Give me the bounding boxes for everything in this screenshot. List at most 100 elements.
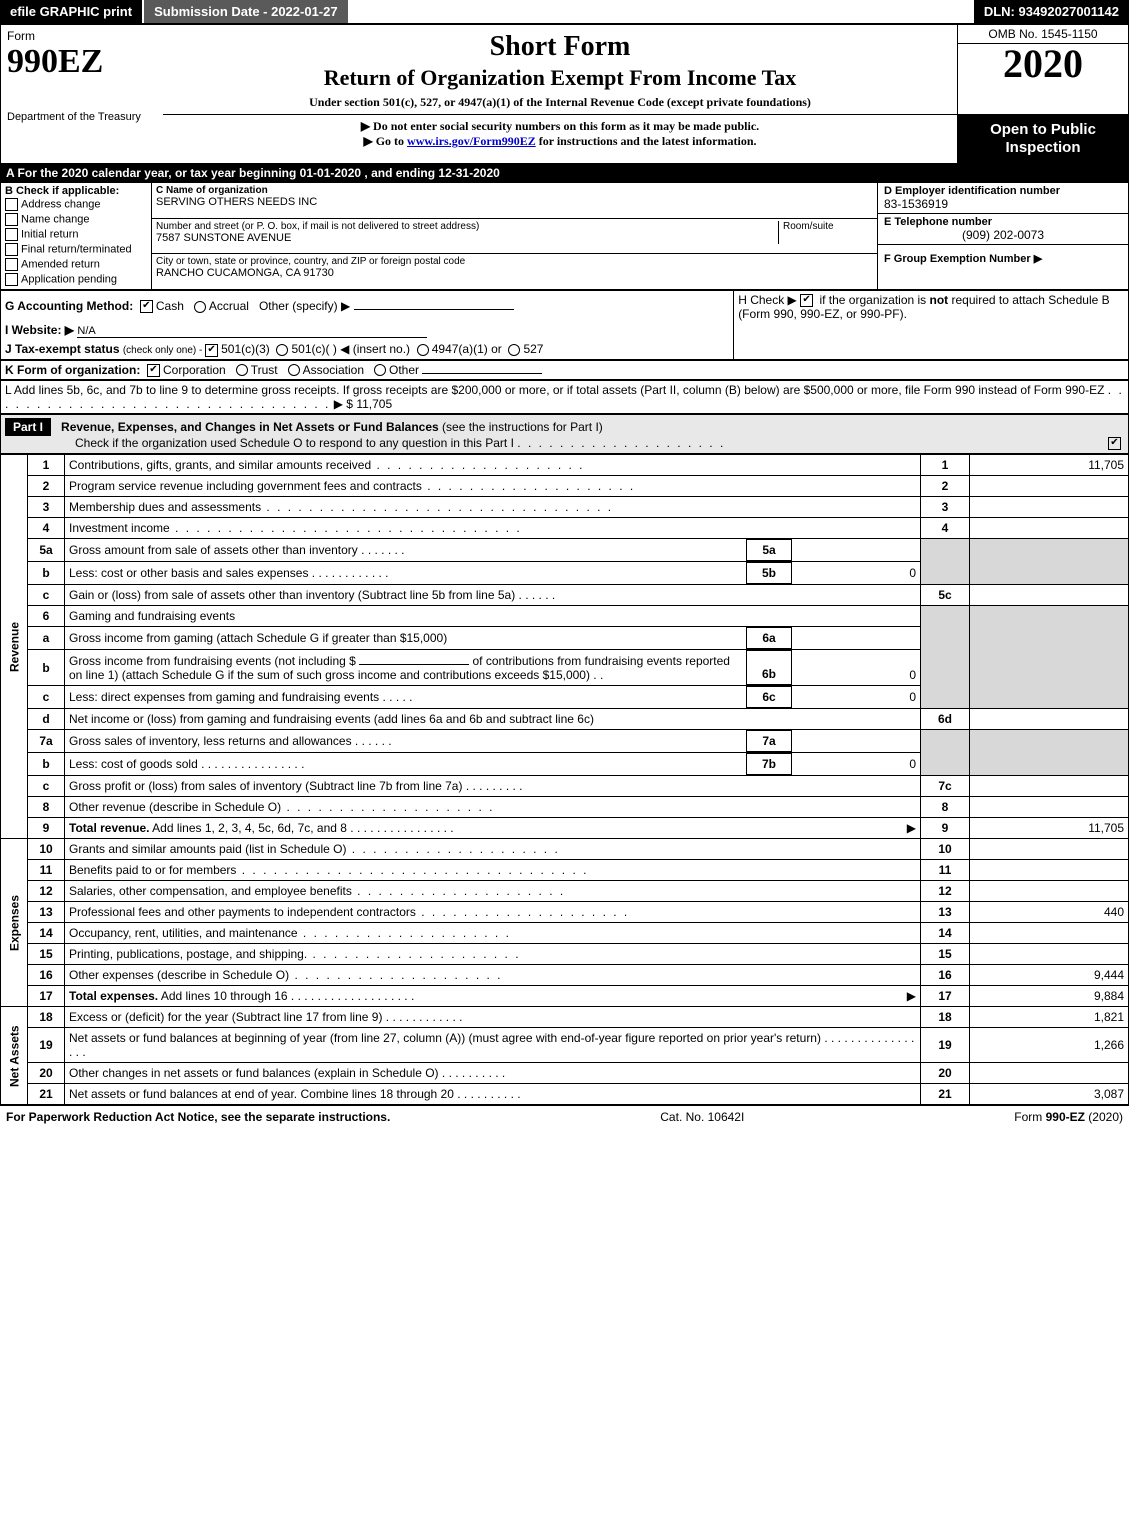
amt-1: 11,705 — [970, 455, 1129, 476]
line-7b: b Less: cost of goods sold . . . . . . .… — [1, 753, 1129, 776]
period-prefix: A For the 2020 calendar year, or tax yea… — [6, 166, 300, 180]
check-501c[interactable]: 501(c)( ) ◀ (insert no.) — [276, 342, 410, 356]
box-l-arrow: ▶ $ — [334, 397, 353, 411]
box-c-street: Number and street (or P. O. box, if mail… — [152, 218, 878, 254]
check-accrual[interactable]: Accrual — [194, 299, 249, 313]
period-begin: 01-01-2020 — [300, 166, 361, 180]
line-9: 9 Total revenue. Add lines 1, 2, 3, 4, 5… — [1, 818, 1129, 839]
amt-6c: 0 — [792, 687, 921, 708]
line-18: Net Assets 18 Excess or (deficit) for th… — [1, 1007, 1129, 1028]
tax-period-bar: A For the 2020 calendar year, or tax yea… — [0, 164, 1129, 182]
line-5a: 5a Gross amount from sale of assets othe… — [1, 539, 1129, 562]
line-4: 4 Investment income 4 — [1, 518, 1129, 539]
line-11: 11 Benefits paid to or for members 11 — [1, 860, 1129, 881]
amt-17: 9,884 — [970, 986, 1129, 1007]
form-revision: Form 990-EZ (2020) — [1014, 1110, 1123, 1124]
box-h-mid: if the organization is — [819, 293, 929, 307]
open-to-public: Open to Public Inspection — [958, 115, 1128, 163]
box-c-city-label: City or town, state or province, country… — [156, 256, 873, 267]
ein: 83-1536919 — [884, 197, 1122, 211]
period-mid: , and ending — [364, 166, 438, 180]
check-trust[interactable]: Trust — [236, 363, 278, 377]
box-def: D Employer identification number 83-1536… — [878, 183, 1129, 290]
submission-date-button[interactable]: Submission Date - 2022-01-27 — [144, 0, 350, 23]
period-end: 12-31-2020 — [438, 166, 499, 180]
line-16: 16 Other expenses (describe in Schedule … — [1, 965, 1129, 986]
check-schedule-b-not-required[interactable]: ✔ — [800, 294, 813, 307]
form-number: 990EZ — [7, 43, 157, 81]
form-header-table: Form 990EZ Department of the Treasury Sh… — [0, 24, 1129, 164]
amt-7a — [792, 731, 921, 752]
tax-year: 2020 — [958, 44, 1128, 84]
amt-8 — [970, 797, 1129, 818]
amt-13: 440 — [970, 902, 1129, 923]
goto-line: ▶ Go to www.irs.gov/Form990EZ for instru… — [169, 134, 951, 149]
amt-9: 11,705 — [970, 818, 1129, 839]
line-7c: c Gross profit or (loss) from sales of i… — [1, 776, 1129, 797]
expenses-sidebar: Expenses — [1, 839, 28, 1007]
part1-label: Part I — [5, 418, 51, 436]
line-8: 8 Other revenue (describe in Schedule O)… — [1, 797, 1129, 818]
amt-6a — [792, 628, 921, 649]
line-21: 21 Net assets or fund balances at end of… — [1, 1084, 1129, 1105]
accounting-other[interactable]: Other (specify) ▶ — [259, 299, 514, 313]
return-title: Return of Organization Exempt From Incom… — [169, 65, 951, 91]
box-c-street-label: Number and street (or P. O. box, if mail… — [156, 221, 778, 232]
line-13: 13 Professional fees and other payments … — [1, 902, 1129, 923]
amt-3 — [970, 497, 1129, 518]
line-17: 17 Total expenses. Add lines 10 through … — [1, 986, 1129, 1007]
line-10: Expenses 10 Grants and similar amounts p… — [1, 839, 1129, 860]
box-g: G Accounting Method: ✔Cash Accrual Other… — [1, 291, 734, 360]
check-other-org[interactable]: Other — [374, 363, 419, 377]
amt-5b: 0 — [792, 563, 921, 584]
street-address: 7587 SUNSTONE AVENUE — [156, 232, 778, 244]
amt-21: 3,087 — [970, 1084, 1129, 1105]
check-4947[interactable]: 4947(a)(1) or — [417, 342, 502, 356]
box-h-suffix2: (Form 990, 990-EZ, or 990-PF). — [738, 307, 907, 321]
website-value: N/A — [77, 325, 427, 338]
amt-14 — [970, 923, 1129, 944]
box-b-checklist: Address change Name change Initial retur… — [1, 197, 151, 287]
under-section: Under section 501(c), 527, or 4947(a)(1)… — [169, 95, 951, 110]
line-12: 12 Salaries, other compensation, and emp… — [1, 881, 1129, 902]
check-final-return[interactable]: Final return/terminated — [1, 242, 151, 257]
check-application-pending[interactable]: Application pending — [1, 272, 151, 287]
amt-2 — [970, 476, 1129, 497]
check-527[interactable]: 527 — [508, 342, 543, 356]
efile-print-button[interactable]: efile GRAPHIC print — [0, 0, 144, 23]
box-l: L Add lines 5b, 6c, and 7b to line 9 to … — [1, 380, 1129, 413]
dept-treasury: Department of the Treasury — [7, 111, 157, 123]
check-corporation[interactable]: ✔Corporation — [147, 363, 226, 377]
room-suite-label: Room/suite — [783, 221, 873, 232]
l-table: L Add lines 5b, 6c, and 7b to line 9 to … — [0, 380, 1129, 414]
check-schedule-o-part1[interactable]: ✔ — [1108, 437, 1121, 450]
part1-title: Revenue, Expenses, and Changes in Net As… — [61, 420, 439, 434]
check-address-change[interactable]: Address change — [1, 197, 151, 212]
box-b-title: B Check if applicable: — [1, 185, 151, 197]
title-cell: Short Form Return of Organization Exempt… — [163, 25, 958, 115]
amt-20 — [970, 1063, 1129, 1084]
box-j-label: J Tax-exempt status — [5, 342, 120, 356]
box-f-label: F Group Exemption Number ▶ — [884, 253, 1042, 265]
page-footer: For Paperwork Reduction Act Notice, see … — [0, 1105, 1129, 1128]
box-h-suffix1: required to attach Schedule B — [952, 293, 1110, 307]
amt-5a — [792, 540, 921, 561]
check-501c3[interactable]: ✔501(c)(3) — [205, 342, 270, 356]
amt-4 — [970, 518, 1129, 539]
box-k-label: K Form of organization: — [5, 363, 140, 377]
no-ssn-warning: ▶ Do not enter social security numbers o… — [169, 119, 951, 134]
check-initial-return[interactable]: Initial return — [1, 227, 151, 242]
check-association[interactable]: Association — [288, 363, 364, 377]
line-5b: b Less: cost or other basis and sales ex… — [1, 562, 1129, 585]
part1-header: Part I Revenue, Expenses, and Changes in… — [0, 414, 1129, 454]
check-name-change[interactable]: Name change — [1, 212, 151, 227]
check-amended-return[interactable]: Amended return — [1, 257, 151, 272]
topbar-spacer — [350, 0, 974, 23]
irs-link[interactable]: www.irs.gov/Form990EZ — [407, 134, 536, 148]
instructions-cell: ▶ Do not enter social security numbers o… — [163, 115, 958, 164]
goto-prefix: ▶ Go to — [363, 134, 407, 148]
revenue-sidebar: Revenue — [1, 455, 28, 839]
check-cash[interactable]: ✔Cash — [140, 299, 184, 313]
amt-6d — [970, 709, 1129, 730]
part1-lines-table: Revenue 1 Contributions, gifts, grants, … — [0, 454, 1129, 1105]
